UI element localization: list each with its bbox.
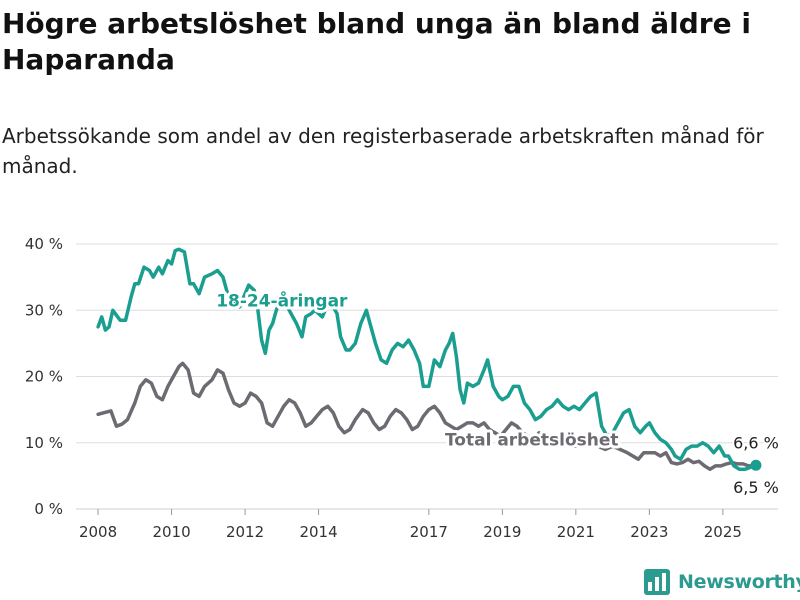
end-label-total: 6,5 %: [733, 478, 779, 497]
series-lines: [96, 247, 758, 472]
x-tick-label: 2025: [704, 523, 742, 541]
y-axis-ticks: 0 % 10 % 20 % 30 % 40 %: [25, 235, 63, 518]
x-tick-label: 2010: [152, 523, 190, 541]
x-tick-label: 2017: [410, 523, 448, 541]
gridlines: [76, 243, 778, 510]
y-tick-label: 20 %: [25, 368, 63, 386]
x-axis-ticks: 2008 2010 2012 2014 2017 2019 2021 2023 2025: [79, 509, 742, 541]
end-point-marker: [750, 459, 762, 471]
series-label: 18-24-åringar: [216, 289, 348, 311]
x-tick-label: 2023: [630, 523, 668, 541]
series-label: Total arbetslöshet: [445, 430, 619, 450]
y-tick-label: 10 %: [25, 434, 63, 452]
series-line-youth: [96, 247, 758, 472]
x-tick-label: 2019: [483, 523, 521, 541]
brand-logo: Newsworthy: [644, 569, 800, 595]
chart-subtitle: Arbetssökande som andel av den registerb…: [2, 124, 764, 178]
y-tick-label: 40 %: [25, 235, 63, 253]
x-tick-label: 2014: [299, 523, 337, 541]
y-tick-label: 0 %: [34, 500, 63, 518]
x-tick-label: 2021: [557, 523, 595, 541]
y-tick-label: 30 %: [25, 301, 63, 319]
end-label-youth: 6,6 %: [733, 433, 779, 452]
x-tick-label: 2012: [226, 523, 264, 541]
chart-title: Högre arbetslöshet bland unga än bland ä…: [2, 7, 751, 76]
x-tick-label: 2008: [79, 523, 117, 541]
series-line-total: [96, 361, 758, 472]
series-labels: 18-24-åringar Total arbetslöshet 6,6 % 6,5 …: [213, 286, 781, 499]
brand-name: Newsworthy: [678, 571, 800, 593]
brand-chart-icon: [644, 569, 670, 595]
